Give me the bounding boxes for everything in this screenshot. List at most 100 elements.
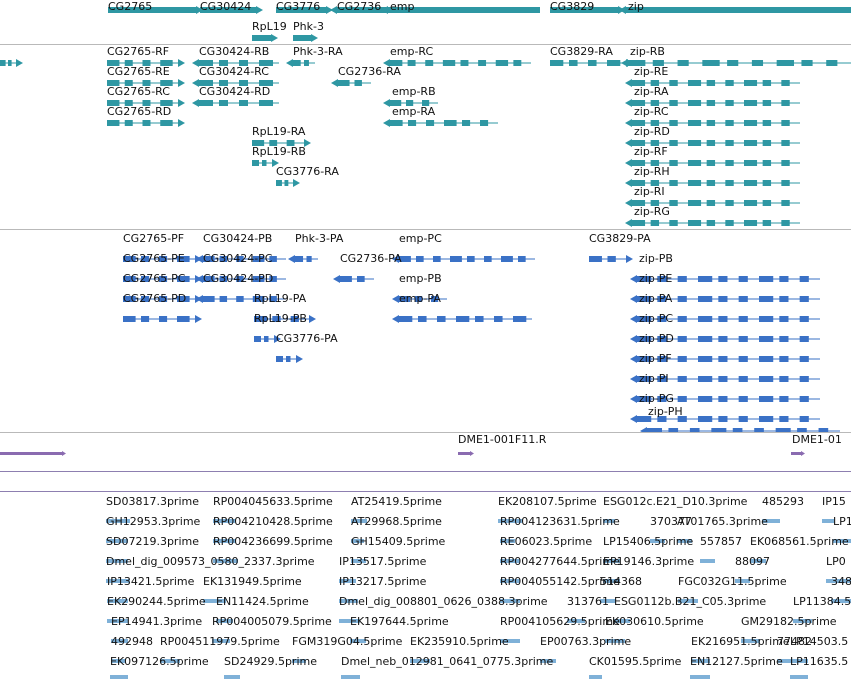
exon-block[interactable]	[141, 296, 150, 302]
exon-block[interactable]	[160, 80, 173, 86]
feature-glyph[interactable]	[350, 639, 366, 643]
exon-block[interactable]	[799, 296, 809, 302]
exon-block[interactable]	[494, 316, 503, 322]
exon-block[interactable]	[276, 180, 282, 186]
exon-block[interactable]	[637, 276, 652, 282]
feature-glyph[interactable]	[224, 675, 240, 679]
exon-block[interactable]	[390, 60, 403, 66]
exon-block[interactable]	[252, 276, 265, 282]
exon-block[interactable]	[107, 80, 120, 86]
exon-block[interactable]	[607, 256, 616, 262]
exon-block[interactable]	[650, 80, 660, 86]
exon-block[interactable]	[637, 396, 652, 402]
feature-glyph[interactable]	[791, 452, 801, 455]
exon-block[interactable]	[124, 120, 133, 126]
exon-block[interactable]	[588, 60, 597, 66]
exon-block[interactable]	[669, 200, 678, 206]
exon-block[interactable]	[141, 316, 150, 322]
exon-block[interactable]	[669, 80, 678, 86]
exon-block[interactable]	[759, 316, 774, 322]
feature-glyph[interactable]	[750, 559, 766, 563]
exon-block[interactable]	[718, 336, 728, 342]
exon-block[interactable]	[141, 276, 150, 282]
exon-block[interactable]	[450, 256, 462, 262]
exon-block[interactable]	[295, 256, 304, 262]
exon-block[interactable]	[738, 376, 748, 382]
exon-block[interactable]	[8, 60, 12, 66]
exon-block[interactable]	[744, 220, 758, 226]
exon-block[interactable]	[669, 220, 678, 226]
exon-block[interactable]	[124, 100, 133, 106]
exon-block[interactable]	[203, 276, 215, 282]
feature-glyph[interactable]	[388, 7, 540, 13]
exon-block[interactable]	[818, 428, 829, 432]
exon-block[interactable]	[416, 256, 424, 262]
exon-block[interactable]	[239, 60, 248, 66]
exon-block[interactable]	[650, 180, 660, 186]
exon-block[interactable]	[407, 60, 416, 66]
feature-glyph[interactable]	[252, 35, 271, 41]
exon-block[interactable]	[431, 296, 439, 302]
exon-block[interactable]	[632, 120, 646, 126]
exon-block[interactable]	[254, 316, 267, 322]
exon-block[interactable]	[706, 180, 716, 186]
exon-block[interactable]	[390, 120, 403, 126]
feature-glyph[interactable]	[600, 599, 616, 603]
exon-block[interactable]	[762, 100, 772, 106]
exon-block[interactable]	[698, 296, 713, 302]
feature-glyph[interactable]	[589, 675, 602, 679]
feature-glyph[interactable]	[107, 599, 128, 603]
exon-block[interactable]	[779, 376, 789, 382]
exon-block[interactable]	[637, 316, 652, 322]
feature-glyph[interactable]	[831, 599, 851, 603]
exon-block[interactable]	[437, 316, 446, 322]
exon-block[interactable]	[632, 80, 646, 86]
feature-glyph[interactable]	[567, 619, 585, 623]
exon-block[interactable]	[759, 336, 774, 342]
exon-block[interactable]	[650, 140, 660, 146]
exon-block[interactable]	[650, 100, 660, 106]
exon-block[interactable]	[781, 160, 790, 166]
feature-glyph[interactable]	[339, 619, 360, 623]
feature-glyph[interactable]	[106, 519, 130, 523]
exon-block[interactable]	[688, 200, 702, 206]
feature-glyph[interactable]	[160, 659, 180, 663]
exon-block[interactable]	[744, 80, 758, 86]
exon-block[interactable]	[290, 316, 299, 322]
exon-block[interactable]	[744, 140, 758, 146]
exon-block[interactable]	[650, 200, 660, 206]
exon-block[interactable]	[718, 376, 728, 382]
feature-glyph[interactable]	[500, 579, 520, 583]
feature-glyph[interactable]	[200, 7, 256, 13]
feature-glyph[interactable]	[762, 519, 780, 523]
exon-block[interactable]	[797, 428, 807, 432]
exon-block[interactable]	[698, 356, 713, 362]
exon-block[interactable]	[142, 80, 151, 86]
exon-block[interactable]	[462, 120, 471, 126]
exon-block[interactable]	[744, 200, 758, 206]
exon-block[interactable]	[762, 80, 772, 86]
feature-glyph[interactable]	[626, 7, 851, 13]
feature-glyph[interactable]	[690, 675, 710, 679]
exon-block[interactable]	[0, 60, 6, 66]
feature-glyph[interactable]	[213, 519, 235, 523]
feature-glyph[interactable]	[216, 619, 233, 623]
exon-block[interactable]	[799, 316, 809, 322]
exon-block[interactable]	[799, 336, 809, 342]
exon-block[interactable]	[744, 120, 758, 126]
exon-block[interactable]	[779, 416, 789, 422]
exon-block[interactable]	[799, 276, 809, 282]
feature-glyph[interactable]	[540, 659, 556, 663]
exon-block[interactable]	[262, 160, 267, 166]
exon-block[interactable]	[480, 120, 489, 126]
exon-block[interactable]	[501, 256, 513, 262]
exon-block[interactable]	[677, 376, 687, 382]
exon-block[interactable]	[706, 80, 716, 86]
exon-block[interactable]	[759, 396, 774, 402]
feature-glyph[interactable]	[351, 519, 367, 523]
exon-block[interactable]	[478, 60, 487, 66]
exon-block[interactable]	[259, 80, 273, 86]
exon-block[interactable]	[177, 296, 190, 302]
exon-block[interactable]	[422, 100, 430, 106]
exon-block[interactable]	[751, 60, 764, 66]
